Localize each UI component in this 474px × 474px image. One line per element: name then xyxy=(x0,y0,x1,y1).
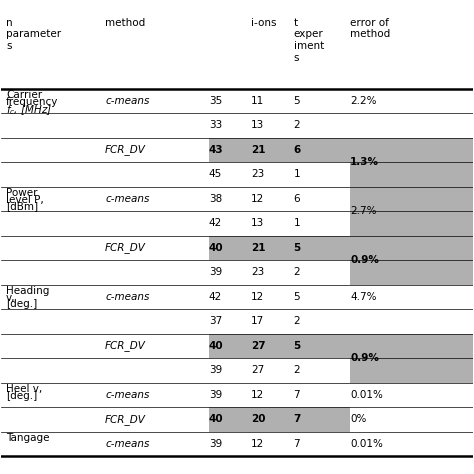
Text: 11: 11 xyxy=(251,96,264,106)
Text: 4.7%: 4.7% xyxy=(350,292,377,302)
Text: 1: 1 xyxy=(293,169,300,179)
Text: 1.3%: 1.3% xyxy=(350,157,379,167)
Text: 33: 33 xyxy=(209,120,222,130)
Text: $f_c$, [MHz]: $f_c$, [MHz] xyxy=(6,103,53,117)
Text: 2: 2 xyxy=(293,120,300,130)
FancyBboxPatch shape xyxy=(350,236,473,284)
Text: 0.9%: 0.9% xyxy=(350,353,379,363)
Text: 12: 12 xyxy=(251,292,264,302)
Text: c-means: c-means xyxy=(105,390,149,400)
Text: [deg.]: [deg.] xyxy=(6,299,37,309)
Text: 38: 38 xyxy=(209,194,222,204)
Text: 39: 39 xyxy=(209,390,222,400)
Text: 39: 39 xyxy=(209,365,222,375)
Text: 35: 35 xyxy=(209,96,222,106)
Text: 1: 1 xyxy=(293,219,300,228)
Text: 23: 23 xyxy=(251,169,264,179)
Text: FCR_DV: FCR_DV xyxy=(105,340,146,351)
Text: v,: v, xyxy=(6,292,16,302)
Text: 2: 2 xyxy=(293,267,300,277)
Text: 40: 40 xyxy=(209,243,223,253)
FancyBboxPatch shape xyxy=(1,16,473,89)
Text: 5: 5 xyxy=(293,292,300,302)
Text: 39: 39 xyxy=(209,267,222,277)
Text: 5: 5 xyxy=(293,243,301,253)
Text: level P,: level P, xyxy=(6,195,44,205)
Text: 39: 39 xyxy=(209,439,222,449)
Text: 20: 20 xyxy=(251,414,265,424)
Text: [deg.]: [deg.] xyxy=(6,391,37,401)
Text: c-means: c-means xyxy=(105,96,149,106)
Text: t
exper
iment
s: t exper iment s xyxy=(293,18,324,63)
Text: c-means: c-means xyxy=(105,439,149,449)
Text: 7: 7 xyxy=(293,390,300,400)
Text: Heel v,: Heel v, xyxy=(6,384,42,394)
Text: n
parameter
s: n parameter s xyxy=(6,18,61,51)
Text: 43: 43 xyxy=(209,145,223,155)
Text: 21: 21 xyxy=(251,145,265,155)
FancyBboxPatch shape xyxy=(209,236,350,260)
Text: 7: 7 xyxy=(293,439,300,449)
Text: Power: Power xyxy=(6,188,37,198)
Text: 40: 40 xyxy=(209,341,223,351)
Text: frequency: frequency xyxy=(6,97,58,107)
Text: 37: 37 xyxy=(209,316,222,326)
Text: 42: 42 xyxy=(209,219,222,228)
FancyBboxPatch shape xyxy=(209,334,350,358)
Text: 2.2%: 2.2% xyxy=(350,96,377,106)
Text: c-means: c-means xyxy=(105,292,149,302)
Text: method: method xyxy=(105,18,146,28)
Text: 12: 12 xyxy=(251,194,264,204)
Text: 0.01%: 0.01% xyxy=(350,390,383,400)
Text: 0%: 0% xyxy=(350,414,366,424)
Text: 0.9%: 0.9% xyxy=(350,255,379,265)
Text: Carrier: Carrier xyxy=(6,90,42,100)
Text: FCR_DV: FCR_DV xyxy=(105,145,146,155)
Text: i-ons: i-ons xyxy=(251,18,277,28)
Text: 2: 2 xyxy=(293,316,300,326)
FancyBboxPatch shape xyxy=(350,187,473,236)
Text: 2.7%: 2.7% xyxy=(350,206,377,216)
Text: 2: 2 xyxy=(293,365,300,375)
FancyBboxPatch shape xyxy=(209,137,350,162)
Text: 6: 6 xyxy=(293,145,301,155)
Text: 7: 7 xyxy=(293,414,301,424)
FancyBboxPatch shape xyxy=(350,137,473,187)
Text: 27: 27 xyxy=(251,365,264,375)
Text: 17: 17 xyxy=(251,316,264,326)
Text: 45: 45 xyxy=(209,169,222,179)
Text: 5: 5 xyxy=(293,341,301,351)
Text: 27: 27 xyxy=(251,341,266,351)
Text: 40: 40 xyxy=(209,414,223,424)
Text: 13: 13 xyxy=(251,219,264,228)
FancyBboxPatch shape xyxy=(350,334,473,383)
Text: 5: 5 xyxy=(293,96,300,106)
Text: 12: 12 xyxy=(251,390,264,400)
Text: 21: 21 xyxy=(251,243,265,253)
Text: 6: 6 xyxy=(293,194,300,204)
Text: [dBm]: [dBm] xyxy=(6,201,38,211)
FancyBboxPatch shape xyxy=(209,407,350,432)
Text: Heading: Heading xyxy=(6,286,49,296)
Text: 23: 23 xyxy=(251,267,264,277)
Text: error of
method: error of method xyxy=(350,18,391,39)
Text: 0.01%: 0.01% xyxy=(350,439,383,449)
Text: FCR_DV: FCR_DV xyxy=(105,414,146,425)
Text: c-means: c-means xyxy=(105,194,149,204)
Text: 12: 12 xyxy=(251,439,264,449)
Text: 13: 13 xyxy=(251,120,264,130)
Text: 42: 42 xyxy=(209,292,222,302)
Text: FCR_DV: FCR_DV xyxy=(105,242,146,253)
Text: Tangage: Tangage xyxy=(6,433,50,443)
